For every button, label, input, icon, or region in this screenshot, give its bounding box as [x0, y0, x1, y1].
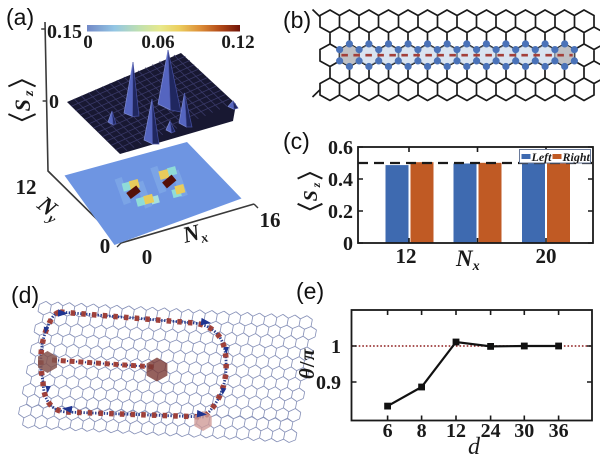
svg-text:0: 0 [49, 91, 59, 113]
svg-text:z: z [309, 182, 323, 188]
svg-text:z: z [22, 90, 37, 97]
svg-text:(c): (c) [283, 128, 310, 154]
svg-text:0.9: 0.9 [316, 372, 341, 394]
svg-text:0: 0 [343, 233, 353, 255]
svg-text:24: 24 [481, 420, 501, 442]
svg-text:6: 6 [383, 420, 393, 442]
svg-text:0.6: 0.6 [328, 137, 353, 159]
svg-text:8: 8 [417, 420, 427, 442]
svg-text:20: 20 [536, 244, 557, 268]
svg-text:0.2: 0.2 [328, 201, 353, 223]
svg-text:(d): (d) [11, 282, 39, 308]
svg-text:Right: Right [562, 150, 591, 164]
svg-text:Nx: Nx [455, 246, 480, 274]
svg-text:30: 30 [514, 420, 534, 442]
svg-text:S: S [10, 99, 35, 111]
svg-text:0.06: 0.06 [141, 32, 174, 53]
svg-text:16: 16 [260, 208, 281, 232]
svg-text:12: 12 [396, 244, 417, 268]
svg-text:0: 0 [83, 32, 93, 53]
svg-text:1: 1 [331, 336, 341, 358]
svg-text:0: 0 [100, 234, 111, 258]
svg-text:0: 0 [142, 245, 153, 269]
svg-text:(b): (b) [283, 7, 311, 33]
svg-text:Left: Left [531, 150, 553, 164]
svg-text:(a): (a) [6, 4, 34, 30]
svg-text:0.15: 0.15 [47, 21, 82, 43]
svg-text:12: 12 [16, 175, 37, 199]
svg-text:θ/π: θ/π [295, 348, 319, 379]
svg-text:d: d [468, 434, 481, 456]
svg-text:0.12: 0.12 [221, 32, 254, 53]
svg-text:0.4: 0.4 [328, 169, 353, 191]
svg-text:(e): (e) [296, 278, 324, 304]
svg-text:S: S [300, 190, 322, 201]
svg-text:36: 36 [549, 420, 569, 442]
svg-text:12: 12 [446, 420, 466, 442]
